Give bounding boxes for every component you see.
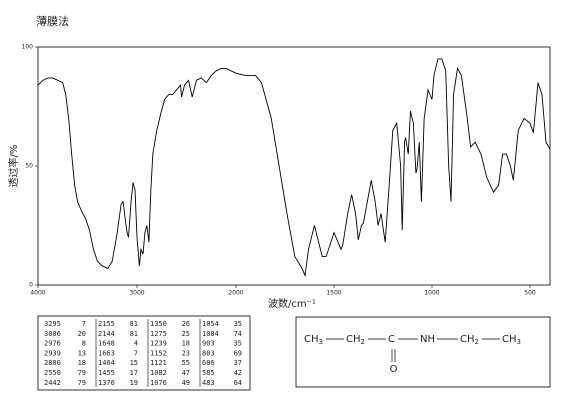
peak-transmittance: 26 [182,320,190,328]
peak-transmittance: 18 [182,340,190,348]
oxygen-atom: O [390,364,398,375]
atom-subscript: 2 [361,338,365,346]
peak-transmittance: 15 [130,359,138,367]
y-axis-label: 透过率/% [7,145,20,188]
plot-frame [37,46,551,286]
atom-subscript: 3 [319,338,323,346]
structure-group: CH2 [346,334,365,346]
atom-label: C [388,334,395,345]
peak-wavenumber: 1082 [150,369,167,377]
structure-group: CH3 [304,334,323,346]
y-tick-label: 100 [22,44,34,51]
peak-wavenumber: 2880 [44,359,61,367]
peak-wavenumber: 1275 [150,330,167,338]
peak-wavenumber: 3295 [44,320,61,328]
peak-wavenumber: 1376 [98,379,115,387]
peak-transmittance: 20 [78,330,86,338]
peak-transmittance: 18 [78,359,86,367]
peak-transmittance: 7 [82,320,86,328]
atom-label: CH [502,334,517,345]
peak-wavenumber: 1350 [150,320,167,328]
peak-transmittance: 47 [182,369,190,377]
peak-wavenumber: 2144 [98,330,115,338]
atom-label: CH [304,334,319,345]
peak-wavenumber: 3086 [44,330,61,338]
peak-transmittance: 17 [130,369,138,377]
structure-group: C [388,334,395,345]
peak-wavenumber: 1663 [98,349,115,357]
peak-wavenumber: 1455 [98,369,115,377]
peak-transmittance: 37 [234,359,242,367]
y-tick-label: 0 [29,282,33,289]
peak-wavenumber: 2976 [44,340,61,348]
peak-wavenumber: 2442 [44,379,61,387]
peak-wavenumber: 1152 [150,349,167,357]
structure-group: CH2 [460,334,479,346]
peak-transmittance: 35 [234,320,242,328]
peak-wavenumber: 2939 [44,349,61,357]
peak-wavenumber: 1121 [150,359,167,367]
peak-wavenumber: 803 [202,349,215,357]
peak-transmittance: 13 [78,349,86,357]
x-tick-label: 4000 [30,290,45,297]
peak-transmittance: 8 [82,340,86,348]
peak-transmittance: 81 [130,330,138,338]
atom-label: CH [460,334,475,345]
peak-transmittance: 25 [182,330,190,338]
peak-transmittance: 35 [234,340,242,348]
peak-wavenumber: 1648 [98,340,115,348]
peak-wavenumber: 2155 [98,320,115,328]
peak-wavenumber: 2550 [44,369,61,377]
structure-group: NH [420,334,435,345]
peak-wavenumber: 1464 [98,359,115,367]
x-tick-label: 3000 [129,290,144,297]
peak-transmittance: 69 [234,349,242,357]
peak-transmittance: 23 [182,349,190,357]
spectrum-line [37,58,551,278]
peak-transmittance: 7 [134,349,138,357]
peak-wavenumber: 686 [202,359,215,367]
x-tick-label: 2000 [228,290,243,297]
y-tick-label: 50 [25,163,33,170]
x-tick-label: 1000 [424,290,439,297]
peak-transmittance: 4 [134,340,138,348]
atom-subscript: 2 [475,338,479,346]
x-axis-label: 波数/cm⁻¹ [268,297,316,310]
peak-transmittance: 79 [78,379,86,387]
x-tick-label: 500 [524,290,536,297]
peak-transmittance: 79 [78,369,86,377]
x-tick-label: 1500 [326,290,341,297]
peak-wavenumber: 1084 [202,330,219,338]
structure-frame [295,316,551,388]
peak-transmittance: 49 [182,379,190,387]
peak-wavenumber: 903 [202,340,215,348]
peak-transmittance: 74 [234,330,242,338]
atom-label: CH [346,334,361,345]
atom-label: NH [420,334,435,345]
peak-wavenumber: 585 [202,369,215,377]
peak-table-frame [37,315,251,391]
peak-transmittance: 19 [130,379,138,387]
peak-wavenumber: 1054 [202,320,219,328]
peak-wavenumber: 483 [202,379,215,387]
atom-subscript: 3 [517,338,521,346]
peak-transmittance: 55 [182,359,190,367]
structure-group: CH3 [502,334,521,346]
chart-title: 薄膜法 [36,14,69,28]
peak-wavenumber: 1239 [150,340,167,348]
peak-wavenumber: 1076 [150,379,167,387]
peak-transmittance: 81 [130,320,138,328]
peak-transmittance: 64 [234,379,242,387]
peak-transmittance: 42 [234,369,242,377]
